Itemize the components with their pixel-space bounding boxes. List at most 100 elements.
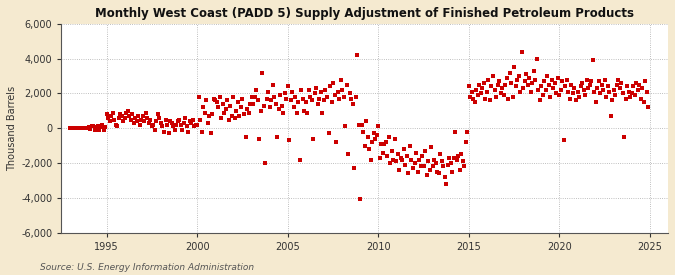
Point (442, 163, 453, 167)
Point (522, 82, 533, 87)
Point (273, 107, 284, 111)
Point (264, 105, 275, 109)
Point (84, 127, 95, 131)
Point (438, 164, 449, 169)
Point (641, 89, 652, 94)
Point (80, 126, 91, 130)
Point (551, 91, 562, 96)
Point (382, 154, 393, 158)
Point (180, 116, 190, 120)
Point (402, 154, 412, 158)
Point (250, 88, 261, 92)
Point (163, 131, 174, 136)
Point (619, 135, 630, 139)
Point (562, 77, 572, 82)
Point (456, 152, 466, 156)
Point (601, 95, 612, 99)
Point (513, 74, 524, 78)
Point (267, 82, 278, 87)
Point (290, 95, 300, 99)
Point (89, 128, 100, 132)
Point (165, 119, 176, 123)
Point (166, 121, 177, 125)
Point (190, 123, 201, 127)
Point (625, 95, 636, 99)
Point (483, 77, 494, 82)
Point (310, 91, 321, 96)
Point (377, 150, 388, 155)
Point (201, 98, 212, 103)
Point (487, 74, 498, 78)
Point (83, 125, 94, 130)
Point (90, 125, 101, 129)
Point (493, 79, 504, 84)
Point (353, 123, 364, 127)
Point (275, 93, 286, 97)
Point (602, 84, 613, 89)
Point (110, 123, 121, 127)
Point (133, 114, 144, 118)
Point (223, 117, 234, 122)
Point (344, 91, 355, 96)
Point (632, 88, 643, 92)
Point (144, 121, 155, 125)
Point (436, 159, 447, 163)
Point (537, 93, 548, 97)
Point (519, 79, 530, 84)
Point (248, 102, 259, 106)
Point (400, 163, 411, 167)
Point (281, 97, 292, 101)
Point (375, 156, 385, 160)
Point (205, 131, 216, 136)
Point (542, 74, 553, 78)
Point (489, 88, 500, 92)
Point (465, 95, 476, 99)
Point (364, 147, 375, 151)
Point (272, 135, 283, 139)
Point (156, 121, 167, 125)
Point (138, 114, 148, 118)
Point (460, 140, 471, 144)
Point (556, 88, 566, 92)
Point (481, 89, 492, 94)
Point (154, 116, 165, 120)
Point (433, 171, 444, 176)
Point (545, 95, 556, 99)
Point (628, 84, 639, 89)
Point (121, 110, 132, 115)
Point (416, 154, 427, 158)
Point (293, 100, 304, 104)
Point (198, 105, 209, 109)
Point (624, 89, 634, 94)
Point (68, 126, 79, 130)
Point (187, 117, 198, 122)
Point (430, 161, 441, 165)
Point (302, 110, 313, 115)
Point (346, 97, 356, 101)
Point (99, 128, 109, 133)
Point (586, 79, 597, 84)
Point (244, 102, 255, 106)
Point (352, 53, 362, 57)
Point (317, 110, 328, 115)
Point (605, 114, 616, 118)
Point (373, 124, 383, 129)
Point (620, 97, 631, 101)
Point (313, 102, 323, 106)
Point (126, 117, 136, 122)
Point (548, 86, 559, 90)
Point (349, 166, 360, 170)
Point (177, 128, 188, 132)
Point (584, 82, 595, 87)
Point (471, 88, 482, 92)
Point (118, 119, 129, 123)
Point (279, 91, 290, 96)
Point (183, 130, 194, 134)
Point (199, 110, 210, 115)
Point (580, 93, 591, 97)
Point (342, 82, 352, 87)
Point (184, 119, 195, 123)
Point (391, 159, 402, 163)
Point (171, 123, 182, 127)
Point (296, 88, 306, 92)
